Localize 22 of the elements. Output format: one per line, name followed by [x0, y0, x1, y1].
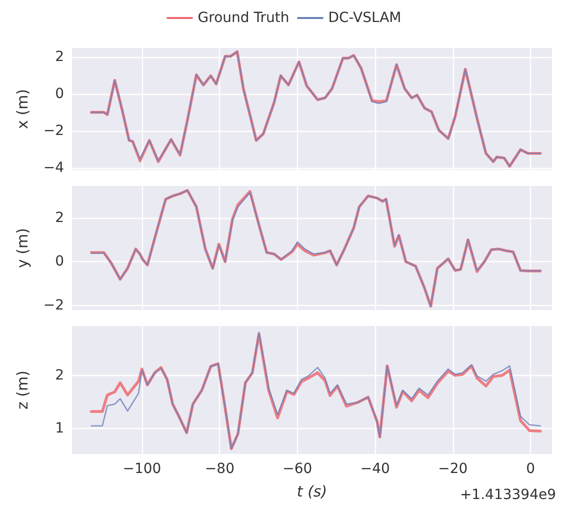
y-tick-label: 0: [55, 254, 64, 270]
y-tick-label: 1: [55, 420, 64, 437]
x-tick-label: 0: [526, 461, 536, 477]
x-tick-label: −40: [360, 461, 390, 477]
x-tick-label: −60: [282, 461, 312, 477]
y-tick-label: 2: [55, 49, 64, 66]
y-axis-title: y (m): [14, 228, 32, 268]
y-tick-label: −2: [43, 123, 64, 140]
y-axis-title: z (m): [14, 370, 32, 410]
x-axis-title: t (s): [296, 482, 328, 500]
x-tick-label: −20: [438, 461, 468, 477]
y-tick-label: 2: [55, 210, 64, 226]
y-tick-label: −4: [43, 160, 64, 176]
y-tick-label: 0: [55, 86, 64, 102]
y-tick-label: 2: [55, 367, 64, 384]
legend-label: DC-VSLAM: [328, 10, 402, 26]
y-tick-label: −2: [43, 298, 64, 314]
y-axis-title: x (m): [14, 89, 32, 129]
text: +1.413394e9: [460, 487, 556, 503]
legend-label: Ground Truth: [198, 10, 290, 26]
x-tick-label: −80: [204, 461, 234, 477]
x-tick-label: −100: [122, 461, 162, 477]
